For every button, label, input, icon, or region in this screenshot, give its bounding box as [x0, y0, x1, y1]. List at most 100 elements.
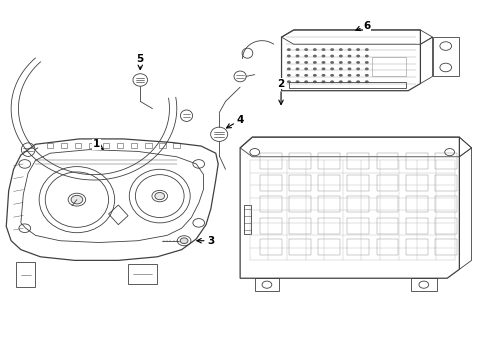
Circle shape — [339, 61, 343, 64]
Bar — [376, 175, 398, 191]
Bar — [318, 239, 340, 255]
Bar — [47, 143, 53, 148]
Circle shape — [304, 48, 308, 51]
Bar — [117, 143, 123, 148]
Text: 5: 5 — [137, 54, 144, 69]
Circle shape — [321, 48, 325, 51]
Bar — [406, 175, 428, 191]
Circle shape — [347, 74, 351, 77]
Bar — [260, 217, 282, 234]
Circle shape — [313, 80, 317, 83]
Bar — [376, 196, 398, 212]
Text: 6: 6 — [356, 21, 370, 31]
Bar — [318, 217, 340, 234]
Bar — [89, 143, 95, 148]
Bar — [318, 153, 340, 169]
Bar — [435, 196, 457, 212]
Circle shape — [313, 55, 317, 58]
Circle shape — [356, 74, 360, 77]
Circle shape — [347, 48, 351, 51]
Circle shape — [304, 80, 308, 83]
Circle shape — [287, 74, 291, 77]
Circle shape — [180, 238, 188, 244]
Bar — [289, 82, 406, 88]
Circle shape — [339, 80, 343, 83]
Circle shape — [365, 48, 369, 51]
Circle shape — [295, 55, 299, 58]
Circle shape — [295, 74, 299, 77]
Circle shape — [347, 55, 351, 58]
Bar — [318, 196, 340, 212]
Bar — [260, 196, 282, 212]
Circle shape — [287, 48, 291, 51]
Circle shape — [330, 74, 334, 77]
Circle shape — [295, 61, 299, 64]
Bar — [75, 143, 81, 148]
Bar — [173, 143, 180, 148]
Bar — [347, 196, 369, 212]
Bar — [347, 153, 369, 169]
Circle shape — [304, 67, 308, 70]
Circle shape — [287, 61, 291, 64]
Bar — [318, 175, 340, 191]
Circle shape — [365, 55, 369, 58]
Bar — [347, 217, 369, 234]
Bar — [103, 143, 109, 148]
Circle shape — [71, 195, 83, 204]
Bar — [289, 217, 311, 234]
Bar — [289, 196, 311, 212]
Bar — [435, 175, 457, 191]
Bar — [260, 239, 282, 255]
Bar — [260, 175, 282, 191]
Bar — [435, 239, 457, 255]
Circle shape — [295, 48, 299, 51]
Bar — [289, 239, 311, 255]
Circle shape — [365, 80, 369, 83]
Bar — [372, 57, 406, 76]
Bar — [145, 143, 151, 148]
Circle shape — [347, 80, 351, 83]
Circle shape — [313, 67, 317, 70]
Circle shape — [347, 61, 351, 64]
Circle shape — [304, 74, 308, 77]
Bar — [260, 153, 282, 169]
Bar — [244, 205, 251, 234]
Circle shape — [287, 67, 291, 70]
Bar — [289, 153, 311, 169]
Circle shape — [287, 55, 291, 58]
Circle shape — [295, 80, 299, 83]
Circle shape — [287, 80, 291, 83]
Circle shape — [339, 55, 343, 58]
Circle shape — [356, 67, 360, 70]
Bar — [406, 217, 428, 234]
Circle shape — [313, 48, 317, 51]
Text: 3: 3 — [197, 236, 215, 246]
Circle shape — [356, 55, 360, 58]
Circle shape — [347, 67, 351, 70]
Bar — [376, 217, 398, 234]
Circle shape — [321, 61, 325, 64]
Circle shape — [356, 48, 360, 51]
Circle shape — [321, 67, 325, 70]
Circle shape — [295, 67, 299, 70]
Bar — [376, 239, 398, 255]
Circle shape — [321, 80, 325, 83]
Bar — [347, 175, 369, 191]
Bar — [159, 143, 166, 148]
Circle shape — [304, 61, 308, 64]
Circle shape — [155, 193, 165, 200]
Circle shape — [365, 67, 369, 70]
Bar — [406, 196, 428, 212]
Bar — [347, 239, 369, 255]
Text: 2: 2 — [277, 78, 285, 104]
Bar — [289, 175, 311, 191]
Circle shape — [313, 61, 317, 64]
Bar — [131, 143, 138, 148]
Circle shape — [339, 67, 343, 70]
Circle shape — [330, 48, 334, 51]
Circle shape — [330, 80, 334, 83]
Text: 1: 1 — [93, 139, 103, 149]
Circle shape — [365, 61, 369, 64]
Bar — [376, 153, 398, 169]
Bar — [406, 239, 428, 255]
